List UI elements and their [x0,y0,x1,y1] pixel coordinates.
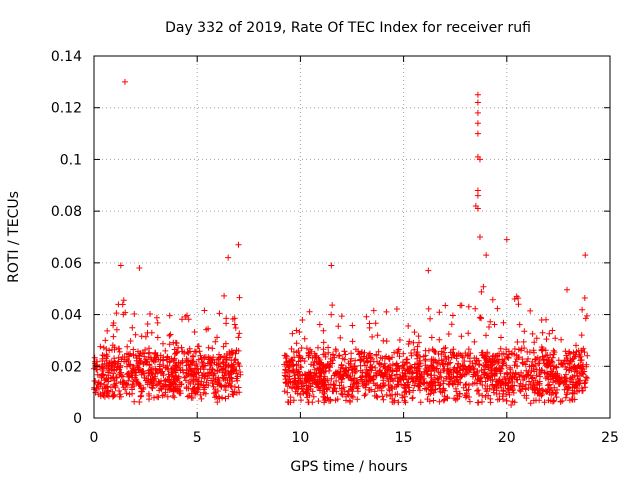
roti-outlier-point [328,262,335,269]
x-tick-label: 10 [291,430,309,446]
x-tick-label: 0 [90,430,99,446]
roti-outlier-point [474,120,481,127]
roti-outlier-point [474,109,481,116]
roti-outlier-point [476,234,483,240]
roti-outlier-point [225,254,232,261]
x-axis-label: GPS time / hours [290,459,407,475]
roti-outlier-point [503,236,510,243]
y-tick-label: 0.08 [51,204,82,220]
roti-outlier-point [474,187,481,194]
roti-outlier-point [476,156,483,163]
y-tick-label: 0.06 [51,256,82,272]
y-tick-label: 0.12 [51,101,82,117]
roti-outlier-point [483,252,490,259]
ticks-layer: 0 0.02 0.04 0.06 0.08 0.1 0.12 0.14 0 5 10 15 20 25 [51,49,619,446]
y-tick-label: 0 [73,411,82,427]
x-tick-label: 20 [498,430,516,446]
y-tick-label: 0.1 [60,152,82,168]
y-tick-label: 0.04 [51,308,82,324]
roti-outlier-point [474,192,481,199]
points-layer [91,78,591,408]
roti-outlier-point [136,265,143,272]
roti-outlier-point [474,91,481,98]
x-tick-label: 5 [193,430,202,446]
roti-point-cloud [91,283,591,408]
roti-outlier-point [235,241,242,248]
y-tick-label: 0.02 [51,359,82,375]
roti-outlier-point [121,78,128,85]
roti-outlier-point [117,262,124,269]
y-tick-label: 0.14 [51,49,82,65]
x-tick-label: 15 [395,430,413,446]
roti-outlier-point [474,130,481,137]
roti-outlier-point [474,205,481,212]
plot-frame [93,55,611,419]
roti-outlier-point [474,99,481,106]
chart-title: Day 332 of 2019, Rate Of TEC Index for r… [165,20,531,36]
x-tick-label: 25 [601,430,619,446]
y-axis-label: ROTI / TECUs [6,191,22,283]
roti-outlier-point [582,252,589,259]
roti-outlier-point [425,267,432,274]
